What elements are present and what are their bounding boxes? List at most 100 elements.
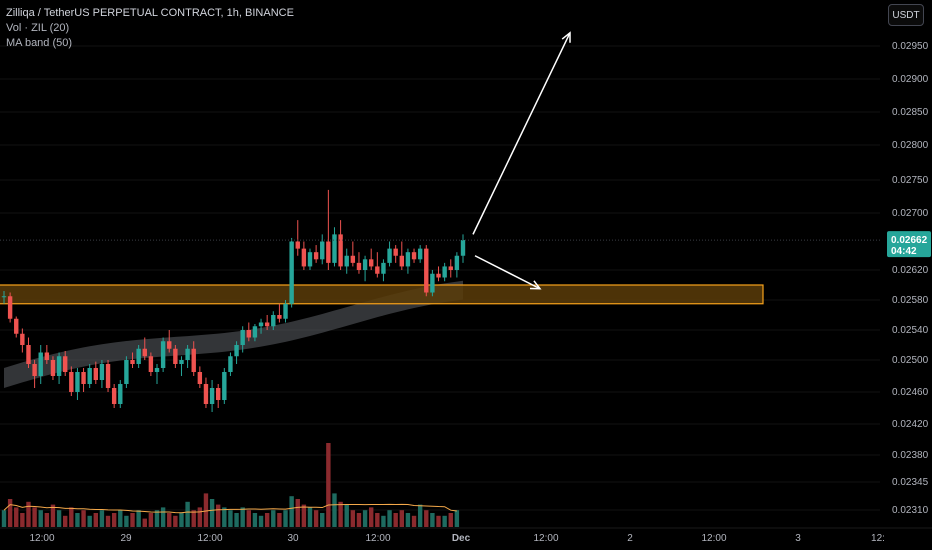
- candle: [222, 368, 227, 404]
- bearish-arrow: [474, 255, 542, 290]
- volume-bar: [332, 493, 337, 527]
- candle: [369, 248, 374, 270]
- candle-body: [411, 252, 417, 260]
- candle: [81, 368, 86, 392]
- candle: [313, 245, 319, 263]
- volume-bar: [38, 510, 43, 527]
- ma-band-fill: [4, 280, 463, 388]
- volume-bar: [448, 513, 453, 527]
- projection-arrows[interactable]: [472, 31, 571, 290]
- candle: [258, 318, 264, 334]
- volume-bar: [32, 507, 37, 527]
- volume-bar: [209, 499, 215, 527]
- candle-body: [393, 248, 398, 256]
- candle: [399, 241, 404, 270]
- volume-bar: [375, 513, 380, 527]
- volume-bar: [142, 518, 147, 527]
- candle-body: [295, 241, 300, 249]
- price-tick-label: 0.02460: [892, 387, 929, 398]
- volume-bar: [99, 510, 105, 527]
- candle-body: [26, 345, 31, 364]
- candle-body: [222, 372, 227, 400]
- candle: [332, 227, 337, 267]
- candle: [430, 270, 435, 297]
- candle: [424, 245, 429, 297]
- candle: [93, 361, 98, 384]
- candle: [411, 248, 417, 263]
- volume-bar: [424, 510, 429, 527]
- volume-bar: [136, 510, 141, 527]
- candle-body: [87, 368, 92, 384]
- price-tick-label: 0.02380: [892, 450, 929, 461]
- candle-body: [344, 255, 349, 267]
- ma-band-indicator-label[interactable]: MA band (50): [6, 37, 73, 49]
- currency-button[interactable]: USDT: [888, 4, 924, 26]
- candle-body: [203, 384, 209, 404]
- price-tag-countdown: 04:42: [891, 246, 917, 257]
- candle-body: [307, 252, 313, 267]
- candle: [7, 292, 13, 323]
- candle: [295, 220, 300, 256]
- candle-body: [350, 255, 356, 263]
- volume-bar: [222, 507, 227, 527]
- candle-body: [356, 262, 362, 270]
- candle-body: [56, 356, 62, 376]
- candle-body: [362, 259, 368, 270]
- candle: [277, 303, 282, 323]
- volume-bar: [442, 515, 447, 527]
- volume-bar: [75, 513, 80, 527]
- volume-bar: [56, 510, 62, 527]
- candle: [136, 345, 141, 368]
- volume-bar: [252, 513, 258, 527]
- volume-bar: [454, 510, 460, 527]
- candle: [1, 291, 7, 304]
- price-tick-label: 0.02700: [892, 208, 929, 219]
- candle: [246, 322, 251, 342]
- price-axis[interactable]: 0.02950 0.02900 0.02850 0.02800 0.02750 0.027…: [892, 41, 929, 516]
- volume-bar: [118, 510, 123, 527]
- price-tick-label: 0.02750: [892, 175, 929, 186]
- candle-body: [142, 348, 147, 357]
- candle: [362, 255, 368, 282]
- candle-body: [424, 248, 429, 293]
- volume-bar: [405, 513, 411, 527]
- volume-bar: [160, 507, 166, 527]
- candle: [87, 364, 92, 388]
- volume-bars: [1, 443, 460, 527]
- candles: [1, 189, 466, 412]
- time-tick-label: 3: [795, 533, 801, 544]
- chart-legend: Zilliqa / TetherUS PERPETUAL CONTRACT, 1…: [6, 6, 294, 51]
- volume-bar: [399, 510, 404, 527]
- candle-body: [185, 348, 190, 360]
- candle-body: [63, 356, 68, 372]
- candle: [185, 345, 190, 368]
- time-tick-label: 12:00: [29, 533, 54, 544]
- candle: [381, 259, 386, 282]
- candle-body: [38, 352, 43, 376]
- candle: [63, 351, 68, 376]
- volume-bar: [356, 513, 362, 527]
- symbol-title[interactable]: Zilliqa / TetherUS PERPETUAL CONTRACT, 1…: [6, 7, 294, 19]
- candle: [130, 352, 135, 368]
- volume-indicator-label[interactable]: Vol · ZIL (20): [6, 22, 70, 34]
- volume-bar: [283, 510, 288, 527]
- price-tick-label: 0.02800: [892, 140, 929, 151]
- candle-body: [399, 255, 404, 267]
- candle: [75, 368, 80, 400]
- time-axis[interactable]: 12:00 29 12:00 30 12:00 Dec 12:00 2 12:00 3 12:: [0, 527, 932, 544]
- candle: [240, 326, 245, 353]
- volume-bar: [7, 499, 13, 527]
- resistance-zone[interactable]: [0, 284, 764, 305]
- volume-bar: [154, 510, 160, 527]
- candle: [56, 352, 62, 384]
- candle-body: [442, 266, 447, 278]
- price-tick-label: 0.02500: [892, 355, 929, 366]
- candle-body: [75, 372, 80, 392]
- candle: [44, 345, 50, 364]
- candle: [375, 252, 380, 278]
- volume-bar: [14, 507, 19, 527]
- candle: [105, 360, 111, 392]
- volume-bar: [436, 515, 441, 527]
